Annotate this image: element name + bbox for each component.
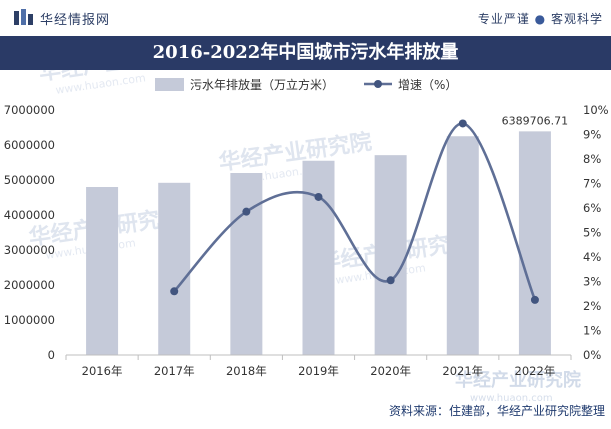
growth-point [170,287,179,296]
slogan: 专业严谨 ● 客观科学 [478,10,603,27]
brand-name: 华经情报网 [40,13,111,28]
legend-line-label: 增速（%） [398,78,457,92]
y-left-tick-label: 5000000 [4,173,55,187]
legend: 污水年排放量（万立方米） 增速（%） [155,77,457,92]
y-left-tick-label: 6000000 [4,138,55,152]
legend-line-marker [374,80,382,88]
y-right-tick-label: 8% [583,152,601,166]
y-left-tick-label: 3000000 [4,243,55,257]
y-right-tick-label: 4% [583,250,601,264]
chart: 华经产业研究院www.huaon.com华经产业研究院www.huaon.com… [4,70,609,404]
y-right-tick-label: 9% [583,128,601,142]
y-right-tick-label: 10% [583,103,609,117]
x-tick-label: 2019年 [298,364,339,378]
y-right-tick-label: 7% [583,177,601,191]
growth-point [530,295,539,304]
axes-layer: 2016年 2017年 2018年 2019年 2020年 2021年 2022年 0 1000… [4,103,609,378]
growth-point [242,207,251,216]
bar-2016年 [86,187,119,355]
legend-bar-swatch [155,78,184,91]
bars-layer: 6389706.71 [86,114,568,355]
y-right-tick-label: 2% [583,299,601,313]
x-tick-label: 2018年 [226,364,267,378]
x-tick-label: 2016年 [82,364,123,378]
y-right-tick-label: 1% [583,324,601,338]
y-right-tick-label: 5% [583,226,601,240]
y-right-tick-label: 0% [583,348,601,362]
y-left-tick-label: 4000000 [4,208,55,222]
bar-2021年 [446,136,479,355]
watermark-url: www.huaon.com [470,393,553,404]
brand-logo-icon [14,9,33,25]
y-left-tick-label: 7000000 [4,103,55,117]
growth-point [386,276,395,285]
y-left-tick-label: 1000000 [4,313,55,327]
top-bar: 华经情报网 专业严谨 ● 客观科学 [0,0,611,36]
x-tick-label: 2020年 [370,364,411,378]
x-tick-label: 2017年 [154,364,195,378]
chart-title: 2016-2022年中国城市污水年排放量 [152,42,459,63]
watermark-text: 华经产业研究院 [455,369,581,391]
source-note: 资料来源：住建部，华经产业研究院整理 [388,404,605,418]
growth-point [314,192,323,201]
bar-2020年 [374,155,407,355]
data-label: 6389706.71 [502,114,568,127]
growth-point [458,119,467,128]
x-tick-label: 2021年 [442,364,483,378]
x-tick-label: 2022年 [515,364,556,378]
slogan-left: 专业严谨 [477,12,530,26]
y-left-tick-label: 0 [48,348,55,362]
y-right-tick-label: 6% [583,201,601,215]
bar-2018年 [230,173,263,355]
title-bar: 2016-2022年中国城市污水年排放量 [0,36,611,70]
y-left-tick-label: 2000000 [4,278,55,292]
slogan-separator: ● [534,12,547,26]
slogan-right: 客观科学 [550,12,603,26]
bar-2022年 [518,131,551,355]
y-right-tick-label: 3% [583,275,601,289]
growth-line-layer [170,119,539,304]
bar-2017年 [158,182,191,355]
bar-2019年 [302,160,335,355]
legend-bar-label: 污水年排放量（万立方米） [190,77,334,92]
